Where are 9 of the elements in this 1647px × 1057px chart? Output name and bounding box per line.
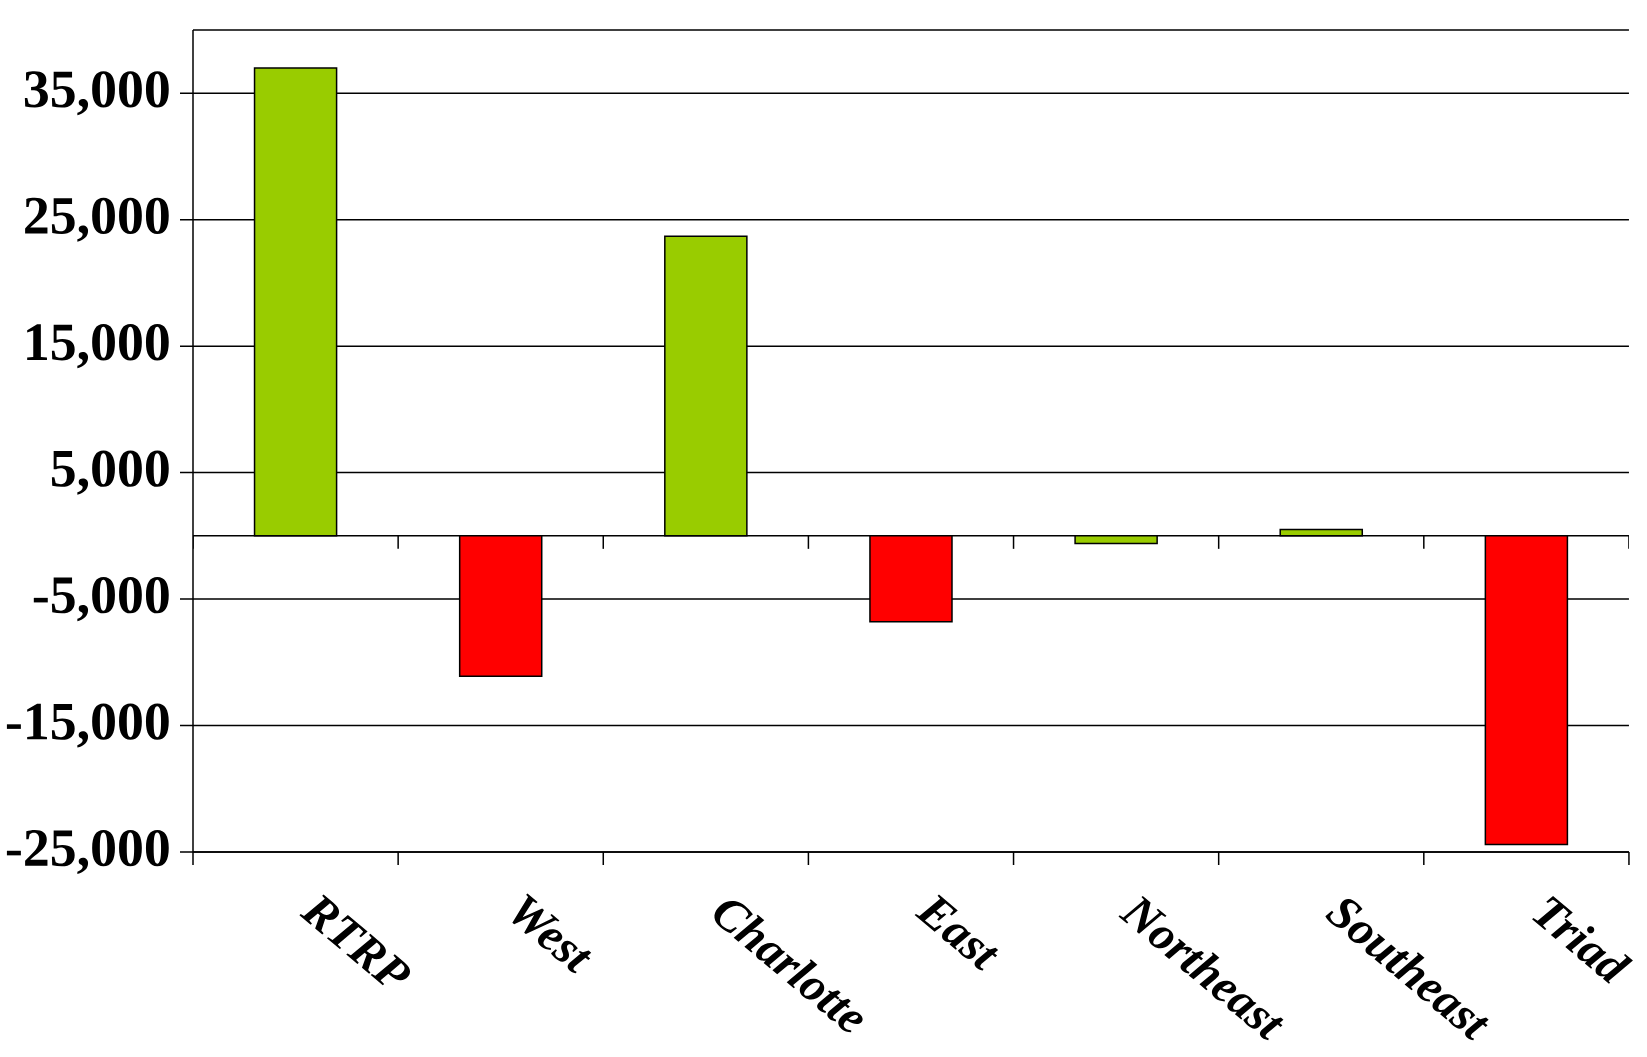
y-tick-label: 5,000 [51, 450, 169, 495]
y-tick-label: -25,000 [6, 829, 169, 875]
x-tick-label: West [512, 893, 592, 974]
y-tick-label: -5,000 [33, 577, 169, 622]
y-tick-label: 15,000 [27, 324, 169, 369]
y-tick-label: 35,000 [24, 71, 169, 116]
y-tick-label: 25,000 [25, 197, 169, 242]
y-tick-label: -15,000 [6, 703, 169, 748]
x-tick-label: East [914, 894, 999, 971]
